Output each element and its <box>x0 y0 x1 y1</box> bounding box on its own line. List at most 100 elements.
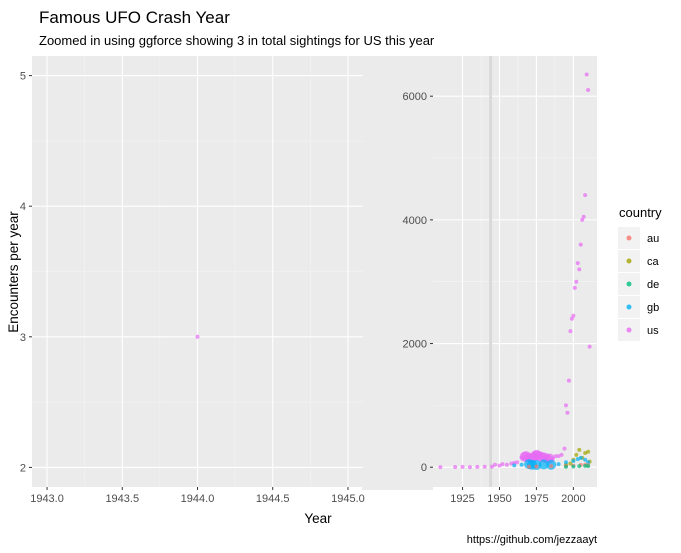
zoom-x-tick-label: 1943.0 <box>30 493 64 505</box>
data-point-us <box>195 334 200 339</box>
zoom-y-axis: 2 3 4 5 <box>20 71 32 474</box>
data-point-us <box>500 462 505 467</box>
data-point-us <box>438 465 443 470</box>
data-point-de <box>571 464 576 469</box>
data-point-us <box>515 460 520 465</box>
data-point-us <box>568 329 573 334</box>
chart-title: Famous UFO Crash Year <box>39 8 230 27</box>
legend-label-de: de <box>647 279 659 291</box>
data-point-de <box>577 464 582 469</box>
legend-label-us: us <box>647 325 659 337</box>
data-point-us <box>563 403 568 408</box>
data-point-us <box>584 72 589 77</box>
overview-y-tick-label: 0 <box>421 462 427 474</box>
data-point-us <box>467 465 472 470</box>
legend-key-de <box>626 281 632 287</box>
data-point-au <box>527 464 532 469</box>
legend: country au ca de gb us <box>618 205 662 341</box>
data-point-us <box>460 464 465 469</box>
data-point-us <box>490 464 495 469</box>
data-point-us <box>574 279 579 284</box>
series-de <box>563 463 591 469</box>
data-point-gb <box>519 462 524 467</box>
zoom-y-tick-label: 3 <box>20 332 26 344</box>
zoom-x-tick-label: 1944.5 <box>256 493 290 505</box>
data-point-us <box>578 242 583 247</box>
legend-title: country <box>619 205 662 220</box>
data-point-gb <box>583 457 588 462</box>
data-point-us <box>482 464 487 469</box>
data-point-au <box>534 464 539 469</box>
data-point-au <box>549 464 554 469</box>
data-point-us <box>575 261 580 266</box>
data-point-us <box>580 217 585 222</box>
zoom-connector <box>362 56 433 490</box>
zoom-x-tick-label: 1945.0 <box>331 493 365 505</box>
y-axis-title: Encounters per year <box>6 211 21 333</box>
overview-y-tick-label: 6000 <box>403 91 427 103</box>
overview-points <box>438 72 592 471</box>
data-point-us <box>550 456 555 461</box>
caption: https://github.com/jezzaayt <box>467 534 597 546</box>
overview-panel <box>433 56 597 487</box>
overview-x-axis: 1925 1950 1975 2000 <box>450 487 586 505</box>
chart-subtitle: Zoomed in using ggforce showing 3 in tot… <box>39 33 435 48</box>
data-point-us <box>504 462 509 467</box>
legend-key-au <box>626 235 632 241</box>
data-point-us <box>587 344 592 349</box>
data-point-us <box>577 267 582 272</box>
data-point-us <box>453 465 458 470</box>
legend-label-ca: ca <box>647 256 660 268</box>
legend-key-ca <box>626 258 632 264</box>
data-point-us <box>493 462 498 467</box>
data-point-gb <box>512 463 517 468</box>
zoom-x-tick-label: 1944.0 <box>181 493 215 505</box>
zoom-band <box>489 56 493 487</box>
data-point-de <box>586 463 591 468</box>
data-point-us <box>497 463 502 468</box>
legend-label-au: au <box>647 233 659 245</box>
legend-key-us <box>626 327 632 333</box>
legend-label-gb: gb <box>647 302 659 314</box>
zoom-y-tick-label: 2 <box>20 462 26 474</box>
data-point-us <box>569 316 574 321</box>
overview-y-tick-label: 4000 <box>403 215 427 227</box>
zoom-highlight-band <box>489 56 493 487</box>
overview-y-tick-label: 2000 <box>403 339 427 351</box>
x-axis-title: Year <box>304 511 332 526</box>
data-point-us <box>553 454 558 459</box>
zoom-x-tick-label: 1943.5 <box>105 493 139 505</box>
data-point-us <box>475 464 480 469</box>
data-point-ca <box>574 452 579 457</box>
data-point-us <box>586 88 591 93</box>
data-point-gb <box>578 455 583 460</box>
data-point-de <box>583 463 588 468</box>
data-point-ca <box>577 447 582 452</box>
overview-y-axis: 0 2000 4000 6000 <box>403 91 433 474</box>
overview-x-tick-label: 2000 <box>561 493 585 505</box>
overview-grid <box>433 56 597 487</box>
overview-x-tick-label: 1925 <box>450 493 474 505</box>
data-point-gb <box>586 460 591 465</box>
data-point-us <box>571 313 576 318</box>
data-point-ca <box>568 461 573 466</box>
zoom-y-tick-label: 4 <box>20 201 26 213</box>
data-point-de <box>563 464 568 469</box>
data-point-gb <box>538 459 549 470</box>
zoom-y-tick-label: 5 <box>20 71 26 83</box>
overview-x-tick-label: 1975 <box>524 493 548 505</box>
overview-x-tick-label: 1950 <box>487 493 511 505</box>
data-point-us <box>583 193 588 198</box>
data-point-gb <box>556 462 561 467</box>
legend-key-gb <box>626 304 632 310</box>
data-point-us <box>559 452 564 457</box>
data-point-us <box>566 378 571 383</box>
zoom-points <box>195 334 200 339</box>
zoom-x-axis: 1943.0 1943.5 1944.0 1944.5 1945.0 <box>30 487 365 505</box>
data-point-ca <box>586 449 591 454</box>
data-point-gb <box>563 460 568 465</box>
data-point-us <box>565 410 570 415</box>
data-point-us <box>562 446 567 451</box>
data-point-us <box>581 214 586 219</box>
